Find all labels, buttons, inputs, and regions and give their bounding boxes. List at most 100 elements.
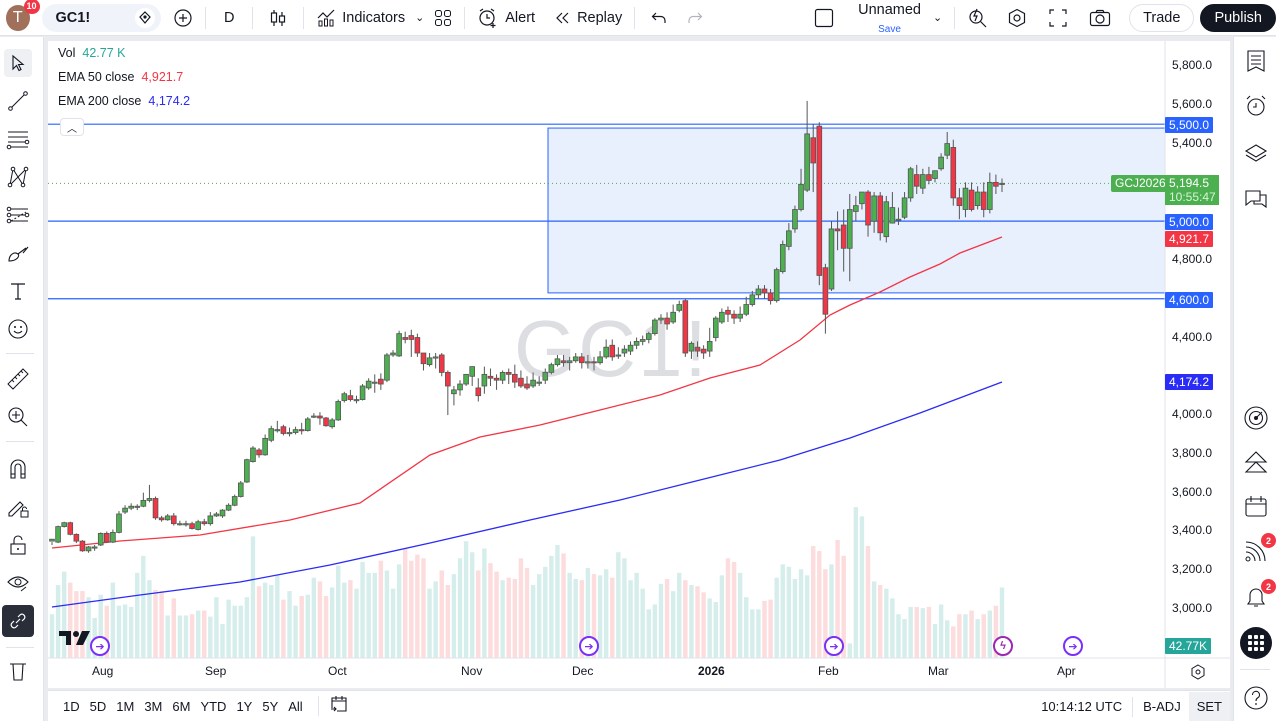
compare-symbol-button[interactable]: [167, 3, 199, 33]
sync-drawings-tool[interactable]: [2, 605, 34, 637]
volume-legend[interactable]: Vol 42.77 K: [58, 46, 125, 60]
symbol-search[interactable]: GC1!: [41, 3, 162, 32]
trade-button[interactable]: Trade: [1129, 3, 1195, 32]
remove-drawings-tool[interactable]: [4, 657, 32, 685]
forecast-tool[interactable]: [4, 201, 32, 229]
cursor-tool[interactable]: [4, 49, 32, 77]
ideas-button[interactable]: [1242, 448, 1270, 476]
save-link[interactable]: Save: [878, 24, 901, 35]
fullscreen-button[interactable]: [1043, 3, 1073, 33]
brush-tool[interactable]: [4, 239, 32, 267]
lock-all-tool[interactable]: [4, 531, 32, 559]
measure-tool[interactable]: [4, 365, 32, 393]
ema50-legend[interactable]: EMA 50 close 4,921.7: [58, 70, 183, 84]
chart-pane[interactable]: GC1! Vol 42.77 K EMA 50 close 4,921.7 EM…: [48, 41, 1230, 688]
range-1d[interactable]: 1D: [63, 698, 80, 714]
candle: [968, 182, 975, 212]
notifications-button[interactable]: 2: [1242, 579, 1276, 611]
layout-name-button[interactable]: Unnamed Save: [852, 2, 927, 35]
candle: [85, 545, 92, 553]
symbol-info-icon[interactable]: [135, 7, 156, 28]
candle: [554, 354, 561, 367]
hide-drawings-tool[interactable]: [4, 569, 32, 597]
layout-dropdown[interactable]: ⌄: [932, 12, 943, 24]
alert-button[interactable]: Alert: [471, 3, 541, 33]
range-1y[interactable]: 1Y: [236, 698, 253, 714]
news-feed-button[interactable]: 2: [1242, 533, 1276, 565]
indicators-button[interactable]: Indicators: [310, 3, 411, 33]
watchlist-button[interactable]: [1242, 47, 1270, 75]
ema200-line[interactable]: [51, 381, 1003, 608]
magnet-tool[interactable]: [4, 455, 32, 483]
event-dividend-icon[interactable]: ➔: [90, 636, 110, 656]
candle: [993, 174, 999, 194]
divider: [317, 696, 319, 716]
volume-bar: [110, 582, 116, 658]
range-5d[interactable]: 5D: [89, 698, 107, 714]
settings-button[interactable]: [1001, 3, 1033, 33]
redo-button[interactable]: [677, 3, 713, 33]
event-dividend-icon[interactable]: ➔: [824, 636, 844, 656]
range-1m[interactable]: 1M: [116, 698, 135, 714]
event-dividend-icon[interactable]: ➔: [579, 636, 599, 656]
interval-button[interactable]: D: [212, 3, 246, 33]
zoom-in-tool[interactable]: [4, 403, 32, 431]
replay-button[interactable]: Replay: [547, 3, 628, 33]
ema50-line[interactable]: [51, 236, 1003, 549]
chart-type-button[interactable]: [259, 3, 297, 33]
object-tree-button[interactable]: [1242, 139, 1270, 167]
adjustment-toggle[interactable]: B-ADJ: [1143, 699, 1181, 714]
products-menu-button[interactable]: [1240, 627, 1272, 659]
multi-chart-checkbox[interactable]: [808, 3, 840, 33]
range-6m[interactable]: 6M: [172, 698, 191, 714]
user-avatar[interactable]: T 10: [6, 0, 40, 31]
calendar-button[interactable]: [1242, 492, 1270, 520]
quick-search-button[interactable]: [961, 3, 995, 33]
range-3m[interactable]: 3M: [144, 698, 163, 714]
volume-bar: [664, 578, 670, 658]
volume-bar: [360, 561, 365, 658]
volume-bar: [524, 568, 530, 658]
price-tick: 4,000.0: [1172, 407, 1213, 422]
clock[interactable]: 10:14:12 UTC: [1041, 699, 1123, 714]
time-tick: Dec: [572, 664, 594, 678]
price-tick: 4,800.0: [1172, 251, 1213, 266]
candle: [566, 356, 573, 371]
event-dividend-icon[interactable]: ➔: [1063, 636, 1083, 656]
publish-button[interactable]: Publish: [1200, 3, 1276, 32]
screener-button[interactable]: [1242, 404, 1270, 432]
lock-drawings-tool[interactable]: [4, 493, 32, 521]
candle: [615, 347, 622, 359]
alerts-panel-button[interactable]: [1242, 92, 1270, 120]
chats-button[interactable]: [1242, 185, 1270, 213]
axis-settings-button[interactable]: [1190, 664, 1206, 685]
collapse-legend-button[interactable]: ︿: [60, 118, 84, 136]
layout-templates-button[interactable]: [428, 3, 458, 33]
fib-tool[interactable]: [4, 125, 32, 153]
range-5y[interactable]: 5Y: [262, 698, 279, 714]
volume-bar: [865, 546, 871, 658]
tradingview-logo[interactable]: [58, 629, 92, 647]
text-tool[interactable]: [4, 277, 32, 305]
snapshot-button[interactable]: [1083, 3, 1117, 33]
volume-bar: [786, 566, 792, 658]
help-button[interactable]: [1242, 684, 1270, 712]
pattern-tool[interactable]: [4, 163, 32, 191]
undo-button[interactable]: [641, 3, 677, 33]
emoji-tool[interactable]: [4, 315, 32, 343]
goto-date-button[interactable]: [329, 694, 349, 719]
price-chart[interactable]: [48, 41, 1230, 688]
volume-bar: [932, 623, 938, 658]
candle: [231, 494, 238, 507]
volume-bar: [55, 585, 61, 658]
trend-line-tool[interactable]: [4, 87, 32, 115]
publish-label: Publish: [1214, 9, 1262, 26]
event-lightning-icon[interactable]: ϟ: [993, 636, 1013, 656]
range-all[interactable]: All: [288, 698, 303, 714]
session-toggle[interactable]: SET: [1188, 691, 1230, 721]
range-ytd[interactable]: YTD: [200, 698, 227, 714]
candle: [408, 329, 415, 357]
indicators-dropdown[interactable]: ⌄: [415, 12, 425, 24]
ema200-legend[interactable]: EMA 200 close 4,174.2: [58, 94, 190, 108]
candle: [73, 533, 80, 544]
